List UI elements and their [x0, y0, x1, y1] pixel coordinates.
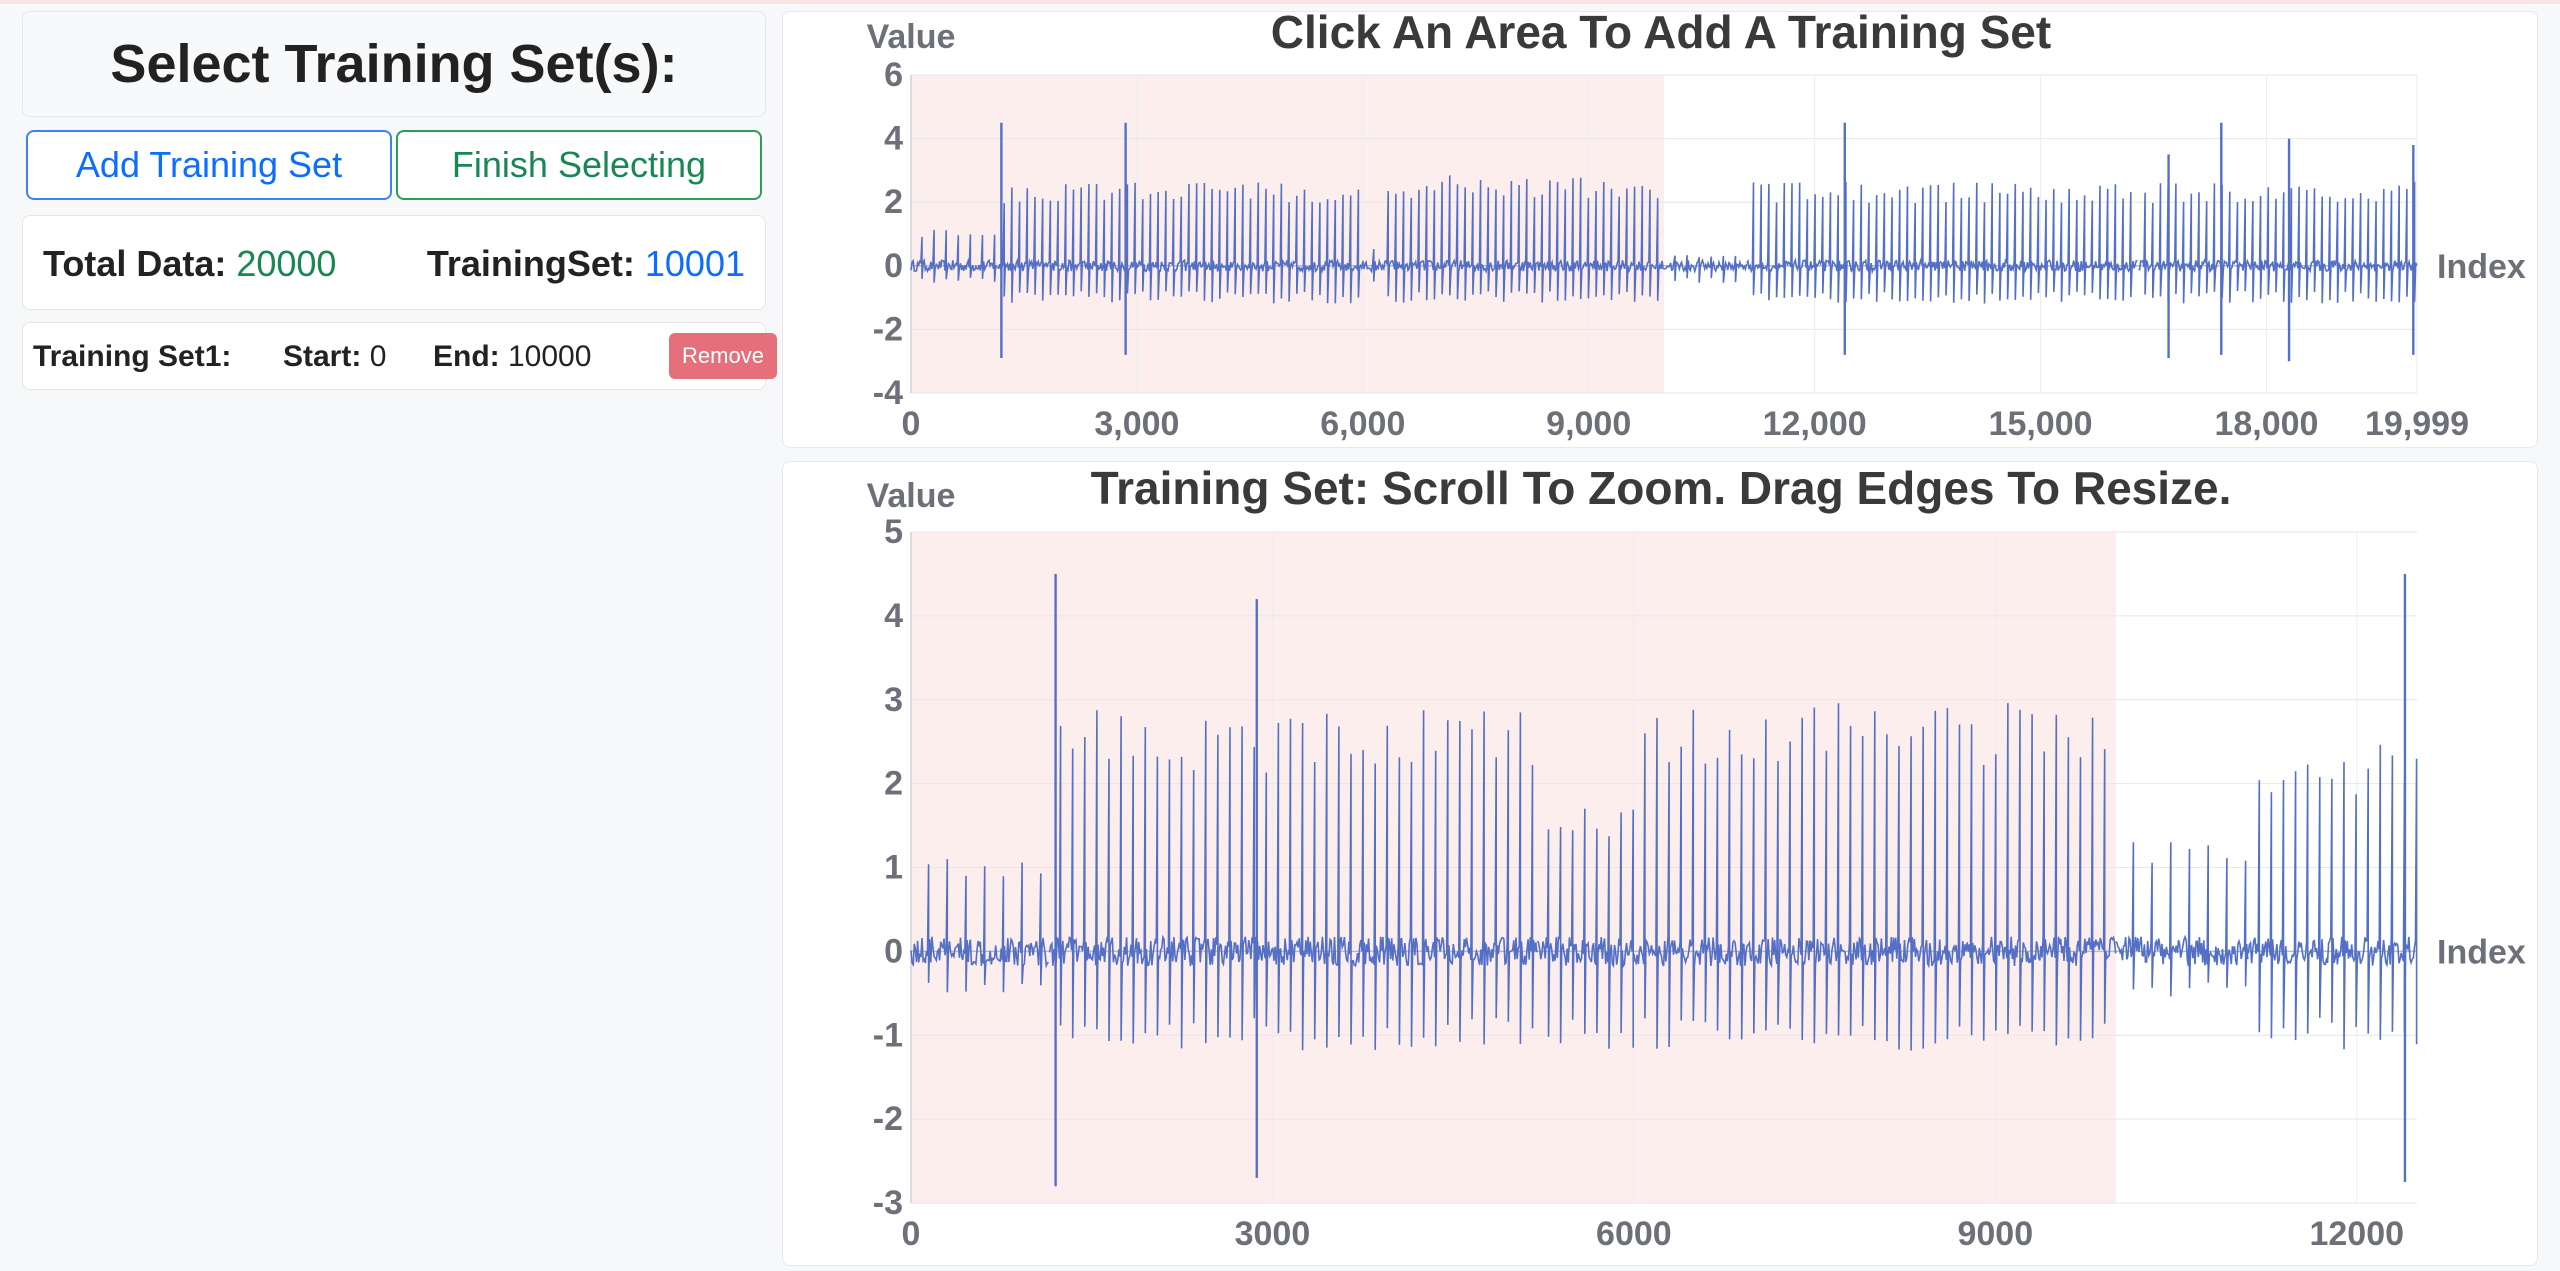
series-line	[1746, 181, 2138, 304]
x-axis-label: Index	[2437, 933, 2526, 971]
finish-selecting-button[interactable]: Finish Selecting	[396, 130, 762, 200]
x-tick-label: 3,000	[1094, 405, 1179, 443]
y-axis-label: Value	[867, 18, 956, 56]
x-tick-label: 6,000	[1320, 405, 1405, 443]
top-accent-bar	[0, 0, 2560, 4]
y-tick-label: 2	[884, 765, 903, 803]
y-tick-label: -1	[873, 1016, 903, 1054]
stats-panel: Total Data: 20000 TrainingSet: 10001	[22, 215, 766, 310]
series-line	[2247, 744, 2418, 1050]
y-tick-label: 4	[884, 597, 903, 635]
x-tick-label: 19,999	[2365, 405, 2469, 443]
x-tick-label: 15,000	[1989, 405, 2093, 443]
x-tick-label: 12,000	[1763, 405, 1867, 443]
end-value: 10000	[508, 340, 592, 373]
y-tick-label: -2	[873, 310, 903, 348]
series-line	[1663, 255, 1748, 283]
selection-area	[911, 75, 1665, 393]
overview-chart[interactable]: 6 4 2 0 -2 -4 0 3,000 6,000 9,000 12,000 15,000 18,0…	[782, 11, 2538, 448]
x-axis-label: Index	[2437, 248, 2526, 286]
start-value: 0	[369, 340, 387, 373]
training-set-stat: TrainingSet: 10001	[427, 216, 745, 311]
training-set-chart[interactable]: 5 4 3 2 1 0 -1 -2 -3 0 3000 6000 9000 12000 Training S…	[782, 461, 2538, 1266]
x-tick-label: 12000	[2309, 1215, 2404, 1253]
chart-title: Click An Area To Add A Training Set	[1271, 12, 2051, 58]
y-tick-label: 1	[884, 849, 903, 887]
page-title: Select Training Set(s):	[110, 34, 678, 94]
x-tick-label: 0	[902, 405, 921, 443]
x-tick-label: 18,000	[2214, 405, 2318, 443]
training-set-value: 10001	[644, 242, 745, 284]
total-data-value: 20000	[236, 242, 337, 284]
series-line	[1380, 175, 1664, 303]
x-tick-label: 6000	[1596, 1215, 1672, 1253]
training-set-name: Training Set1:	[33, 340, 232, 373]
x-tick-label: 9,000	[1546, 405, 1631, 443]
series-line	[2115, 842, 2249, 997]
y-tick-label: 4	[884, 120, 903, 158]
series-line	[2138, 181, 2418, 304]
series-line	[997, 182, 1364, 304]
add-training-set-button[interactable]: Add Training Set	[26, 130, 392, 200]
series-line	[910, 229, 998, 283]
y-tick-label: 0	[884, 932, 903, 970]
y-axis-label: Value	[867, 477, 956, 515]
start-label: Start:	[283, 340, 362, 373]
y-tick-label: -4	[873, 374, 903, 412]
total-data-label: Total Data:	[43, 242, 227, 284]
total-data-stat: Total Data: 20000	[43, 216, 336, 311]
series-line	[1362, 249, 1383, 282]
training-set-row: Training Set1: Start: 0 End: 10000 Remov…	[22, 322, 777, 390]
series-line	[910, 859, 1050, 993]
y-tick-label: -2	[873, 1100, 903, 1138]
y-tick-label: 5	[884, 513, 903, 551]
series-line	[1536, 808, 1635, 1049]
y-tick-label: 3	[884, 681, 903, 719]
x-tick-label: 0	[902, 1215, 921, 1253]
y-tick-label: 2	[884, 183, 903, 221]
y-tick-label: -3	[873, 1184, 903, 1222]
end-label: End:	[433, 340, 500, 373]
y-tick-label: 0	[884, 247, 903, 285]
chart-title: Training Set: Scroll To Zoom. Drag Edges…	[1091, 462, 2232, 514]
sidebar-header: Select Training Set(s):	[22, 11, 766, 117]
x-tick-label: 3000	[1235, 1215, 1311, 1253]
series-line	[1633, 703, 2117, 1051]
series-line	[1048, 710, 1538, 1051]
y-tick-label: 6	[884, 56, 903, 94]
training-set-label: TrainingSet:	[426, 242, 635, 284]
x-tick-label: 9000	[1957, 1215, 2033, 1253]
remove-button[interactable]: Remove	[669, 333, 777, 379]
